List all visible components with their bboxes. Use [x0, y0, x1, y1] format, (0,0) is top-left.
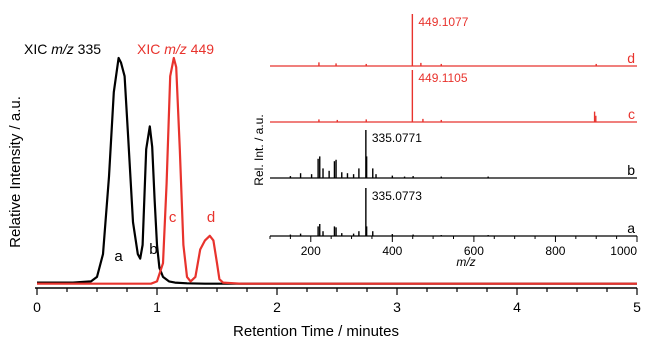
- spectrum-d: 449.1077 d: [270, 14, 637, 67]
- x-tick-label: 1: [153, 299, 161, 315]
- legend-xic-449-prefix: XIC: [137, 41, 164, 57]
- legend-xic-335-prefix: XIC: [24, 41, 51, 57]
- x-tick-label: 5: [633, 299, 641, 315]
- spectrum-c: 449.1105 c: [270, 70, 637, 123]
- inset-x-tick-label: 1000: [610, 244, 637, 258]
- x-tick-label: 0: [33, 299, 41, 315]
- peak-annotation-b: b: [149, 241, 157, 258]
- inset-x-tick-label: 800: [545, 244, 565, 258]
- inset-background: [262, 8, 646, 260]
- spectrum-trace-label: a: [627, 220, 635, 236]
- peak-annotation-a: a: [114, 248, 123, 265]
- inset-y-axis-label: Rel. Int. / a.u.: [252, 114, 266, 185]
- peak-annotation-d: d: [207, 209, 215, 226]
- peak-annotation-c: c: [169, 209, 177, 226]
- spectrum-trace-label: d: [627, 50, 635, 66]
- inset-x-axis-label: m/z: [456, 255, 475, 269]
- inset-x-tick-label: 400: [382, 244, 402, 258]
- y-axis-label: Relative Intensity / a.u.: [7, 96, 24, 248]
- legend-xic-449-suffix: 449: [187, 41, 214, 57]
- series-line-xic-449: [37, 56, 637, 285]
- spectrum-peak-label: 335.0773: [372, 189, 422, 203]
- legend-xic-335-suffix: 335: [74, 41, 101, 57]
- x-axis-label: Retention Time / minutes: [233, 323, 399, 340]
- spectrum-peak-label: 335.0771: [372, 131, 422, 145]
- spectrum-b: 335.0771 b: [270, 130, 637, 179]
- inset-x-tick-label: 200: [301, 244, 321, 258]
- x-tick-label: 4: [513, 299, 521, 315]
- spectrum-trace-label: c: [628, 106, 635, 122]
- legend-xic-449: XIC m/z 449: [137, 41, 214, 57]
- x-tick-label: 2: [273, 299, 281, 315]
- legend-xic-335-mz: m/z: [51, 41, 74, 57]
- x-tick-label: 3: [393, 299, 401, 315]
- inset-x-tick-label: 600: [464, 244, 484, 258]
- spectrum-trace-label: b: [627, 162, 635, 178]
- legend-xic-335: XIC m/z 335: [24, 41, 101, 57]
- legend-xic-449-mz: m/z: [164, 41, 187, 57]
- spectrum-peak-label: 449.1077: [418, 15, 468, 29]
- spectrum-peak-label: 449.1105: [418, 71, 467, 85]
- mass-spectra-inset: 449.1077 d 449.1105 c 335.0771 b 335.0773 a 200…: [252, 8, 646, 269]
